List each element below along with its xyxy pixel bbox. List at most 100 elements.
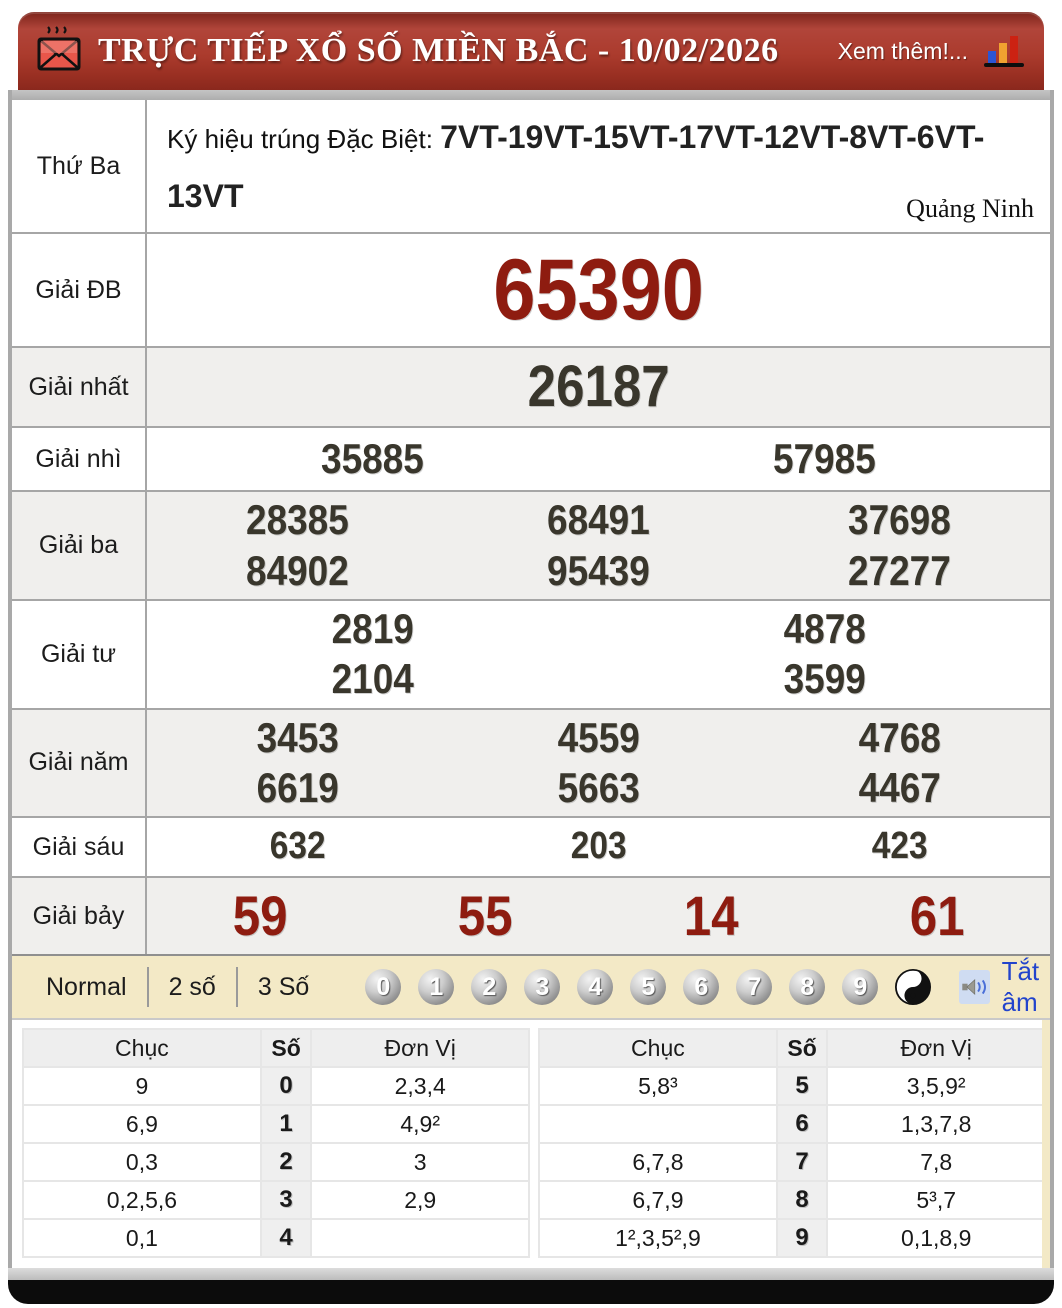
- ball-2[interactable]: 2: [471, 969, 508, 1006]
- tail-row: 1²,3,5²,9 9 0,1,8,9: [538, 1218, 1046, 1259]
- tail-table-right: Chục Số Đơn Vị 5,8³ 5 3,5,9² 6 1,3,7,8 6,7,8 7 7,8…: [538, 1028, 1046, 1259]
- tail-cell: 4: [259, 1218, 313, 1259]
- ball-1[interactable]: 1: [418, 969, 455, 1006]
- prize-row-ba: Giải ba 28385 68491 37698 84902 95439 27277: [12, 490, 1050, 599]
- mode-button-1[interactable]: Normal: [46, 972, 127, 1001]
- prize-cell: 423: [749, 825, 1050, 869]
- prize-line: 26187: [147, 354, 1050, 421]
- prize-cell: 27277: [749, 547, 1050, 595]
- ball-9[interactable]: 9: [842, 969, 879, 1006]
- tail-cell: 2: [259, 1142, 313, 1183]
- prize-cell: 4878: [599, 605, 1051, 653]
- special-sign-label: Ký hiệu trúng Đặc Biệt:: [167, 124, 441, 154]
- prize-number: 95439: [547, 546, 650, 594]
- tail-cell: 1,3,7,8: [826, 1104, 1046, 1145]
- prize-number: 55: [458, 883, 514, 947]
- prize-number: 28385: [246, 496, 349, 544]
- prize-values: 3453 4559 4768 6619 5663 4467: [147, 710, 1050, 817]
- mode-switcher: Normal 2 số 3 Số: [26, 967, 329, 1008]
- tail-cell: [538, 1104, 778, 1145]
- prize-number: 4878: [783, 604, 866, 652]
- ball-3[interactable]: 3: [524, 969, 561, 1006]
- prize-cell: 59: [147, 884, 373, 948]
- tail-cell: 8: [775, 1180, 829, 1221]
- prize-label: Giải nhất: [12, 348, 147, 427]
- prize-line: 65390: [147, 241, 1050, 340]
- tail-table-left: Chục Số Đơn Vị 9 0 2,3,4 6,9 1 4,9² 0,3 2 3 0,2,5,6 3…: [22, 1028, 530, 1259]
- prize-number: 3599: [783, 655, 866, 703]
- yin-yang-icon[interactable]: [895, 969, 932, 1006]
- mode-button-2[interactable]: 2 số: [168, 972, 216, 1001]
- prize-label: Giải sáu: [12, 818, 147, 877]
- prize-number: 84902: [246, 546, 349, 594]
- prize-cell: 57985: [599, 435, 1051, 483]
- prize-cell: 2819: [147, 605, 599, 653]
- tail-cell: 3: [259, 1180, 313, 1221]
- prize-values: 26187: [147, 348, 1050, 426]
- prize-number: 37698: [848, 496, 951, 544]
- prize-label: Giải bảy: [12, 878, 147, 955]
- tail-row: 0,2,5,6 3 2,9: [22, 1180, 530, 1221]
- prize-number: 61: [909, 883, 965, 947]
- prize-number: 632: [269, 825, 326, 868]
- day-row: Thứ Ba Ký hiệu trúng Đặc Biệt: 7VT-19VT-…: [12, 100, 1050, 235]
- speaker-icon[interactable]: [959, 970, 990, 1005]
- prize-number: 14: [683, 883, 739, 947]
- tail-header-2: Đơn Vị: [826, 1028, 1046, 1069]
- prize-row-nhi: Giải nhì 35885 57985: [12, 426, 1050, 491]
- prize-values: 28385 68491 37698 84902 95439 27277: [147, 492, 1050, 599]
- prize-number: 26187: [527, 354, 670, 420]
- prize-line: 35885 57985: [147, 435, 1050, 483]
- prize-label: Giải ĐB: [12, 234, 147, 347]
- tail-cell: 0: [259, 1066, 313, 1107]
- ball-0[interactable]: 0: [365, 969, 402, 1006]
- tail-cell: 3,5,9²: [826, 1066, 1046, 1107]
- prize-cell: 68491: [448, 496, 749, 544]
- prize-number: 203: [570, 825, 627, 868]
- tail-cell: 7,8: [826, 1142, 1046, 1183]
- tail-row: 6,9 1 4,9²: [22, 1104, 530, 1145]
- mode-button-3[interactable]: 3 Số: [257, 972, 310, 1001]
- tail-cell: 5: [775, 1066, 829, 1107]
- prize-cell: 26187: [147, 354, 1050, 421]
- ball-4[interactable]: 4: [577, 969, 614, 1006]
- tail-row: 0,1 4: [22, 1218, 530, 1259]
- prize-number: 2819: [331, 604, 414, 652]
- prize-number: 6619: [256, 763, 339, 811]
- header-bar: TRỰC TIẾP XỔ SỐ MIỀN BẮC - 10/02/2026 Xe…: [18, 12, 1044, 90]
- prize-values: 35885 57985: [147, 428, 1050, 490]
- tail-header-1: Số: [259, 1028, 313, 1069]
- see-more-link[interactable]: Xem thêm!...: [837, 37, 968, 64]
- prize-cell: 55: [373, 884, 599, 948]
- prize-number: 4467: [858, 763, 941, 811]
- ball-8[interactable]: 8: [789, 969, 826, 1006]
- prize-line: 6619 5663 4467: [147, 764, 1050, 812]
- prize-cell: 37698: [749, 496, 1050, 544]
- prize-cell: 35885: [147, 435, 599, 483]
- ball-7[interactable]: 7: [736, 969, 773, 1006]
- prize-cell: 203: [448, 825, 749, 869]
- ball-5[interactable]: 5: [630, 969, 667, 1006]
- bar-chart-icon[interactable]: [982, 33, 1026, 69]
- tail-cell: 5³,7: [826, 1180, 1046, 1221]
- tail-row: 6,7,9 8 5³,7: [538, 1180, 1046, 1221]
- prize-label: Giải tư: [12, 600, 147, 708]
- tail-header-0: Chục: [22, 1028, 262, 1069]
- tail-cell: 2,3,4: [310, 1066, 530, 1107]
- ball-6[interactable]: 6: [683, 969, 720, 1006]
- prize-label: Giải năm: [12, 709, 147, 817]
- tail-cell: 3: [310, 1142, 530, 1183]
- prize-line: 2819 4878: [147, 605, 1050, 653]
- sound-controls: Tắt âm: [959, 956, 1055, 1018]
- prize-cell: 5663: [448, 764, 749, 812]
- prize-number: 65390: [493, 241, 704, 338]
- prize-cell: 3453: [147, 714, 448, 762]
- prize-row-sau: Giải sáu 632 203 423: [12, 816, 1050, 877]
- tail-cell: 0,1: [22, 1218, 262, 1259]
- province-name: Quảng Ninh: [906, 194, 1034, 224]
- prize-number: 423: [871, 825, 928, 868]
- mute-button[interactable]: Tắt âm: [1001, 956, 1040, 1018]
- prize-cell: 632: [147, 825, 448, 869]
